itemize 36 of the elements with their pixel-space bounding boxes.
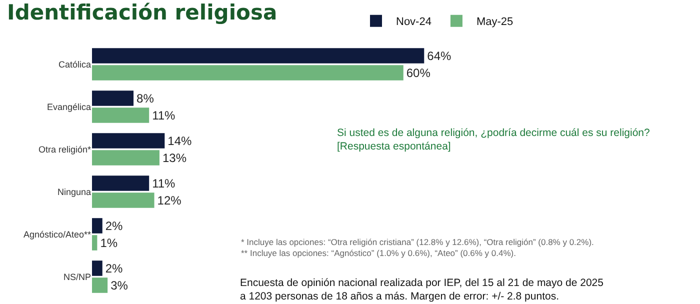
bar — [92, 133, 165, 148]
data-label: 8% — [136, 91, 154, 106]
bar — [92, 90, 134, 106]
data-label: 60% — [406, 66, 431, 80]
data-label: 14% — [168, 134, 192, 148]
y-tick-label: Católica — [58, 59, 91, 70]
bar — [92, 218, 102, 234]
bar — [92, 192, 154, 208]
annotation: * Incluye las opciones: “Otra religión cristiana” (12.8% y 12.6%), “Otra religión” (0.8% y 0.2%). ** Incluye las opciones: “Agnóstico” (1.0% y 0.6%), “Ateo” (0.6% y 0.4%). — [241, 237, 594, 258]
data-label: 3% — [110, 278, 128, 292]
y-tick-label: Ninguna — [57, 186, 91, 197]
data-label: 1% — [100, 236, 118, 250]
bar — [92, 278, 108, 293]
annotation: Si usted es de alguna religión, ¿podría decirme cuál es su religión? [Respuesta espontánea] — [337, 127, 650, 153]
data-label: 12% — [157, 193, 182, 208]
data-label: 2% — [105, 261, 124, 276]
bar — [92, 260, 102, 276]
legend-label: May-25 — [476, 16, 514, 28]
bar — [92, 108, 150, 123]
data-label: 13% — [162, 150, 187, 165]
annotation: Encuesta de opinión nacional realizada por IEP, del 15 al 21 de mayo de 2025 a 1203 personas de 18 años a más. Margen de error: +/- 2.8 puntos. — [240, 277, 604, 303]
y-tick-label: Otra religión* — [38, 144, 92, 154]
legend-label: Nov-24 — [396, 16, 432, 28]
data-label: 11% — [152, 108, 176, 122]
y-tick-label: Agnóstico/Ateo** — [23, 229, 92, 240]
data-label: 64% — [427, 48, 452, 63]
chart-title: Identificación religiosa — [7, 0, 278, 24]
y-tick-label: Evangélica — [46, 102, 91, 112]
data-label: 2% — [105, 218, 124, 233]
y-tick-label: NS/NP — [63, 272, 91, 282]
data-label: 11% — [152, 176, 176, 190]
bar — [92, 235, 98, 250]
bar — [92, 176, 150, 191]
bar — [92, 65, 404, 80]
bar — [92, 48, 424, 64]
bar — [92, 150, 160, 166]
